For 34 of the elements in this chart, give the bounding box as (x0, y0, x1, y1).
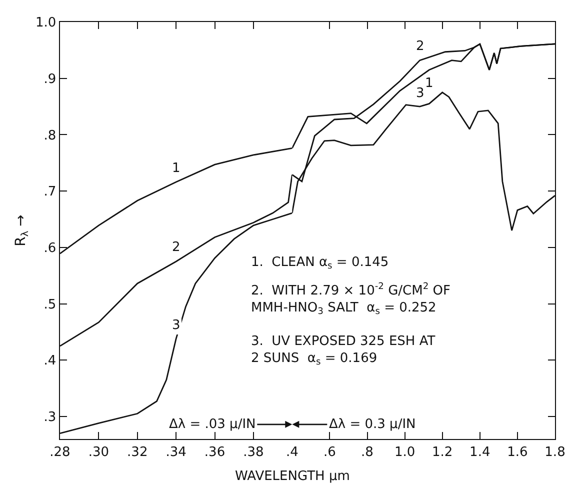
x-tick-label: 1.2 (432, 444, 453, 460)
y-tick-label: .9 (44, 72, 56, 87)
annotation: Δλ = 0.3 µ/IN (329, 417, 416, 432)
series-label: 1 (172, 161, 180, 176)
series-label: 1 (425, 76, 434, 91)
annotation: 3. UV EXPOSED 325 ESH AT 2 SUNS α$_{s}$ = 0.169 (251, 334, 436, 368)
x-tick-label: .34 (166, 444, 186, 460)
y-tick-label: 1.0 (36, 16, 56, 31)
annotation: Δλ = .03 µ/IN (169, 417, 256, 432)
x-tick-label: .28 (50, 444, 70, 460)
y-tick-label: .8 (44, 128, 56, 144)
x-tick-label: .8 (361, 444, 374, 460)
legend-label: 2 (416, 39, 424, 54)
annotation: 1. CLEAN α$_{s}$ = 0.145 (251, 255, 389, 272)
y-tick-label: .7 (44, 184, 56, 200)
x-tick-label: .38 (243, 444, 264, 460)
y-tick-label: .4 (44, 354, 56, 369)
x-axis-title: WAVELENGTH µm (235, 469, 350, 484)
x-tick-label: .6 (324, 444, 336, 460)
x-tick-label: 1.8 (544, 444, 566, 460)
series-label: 3 (172, 318, 180, 333)
y-tick-label: .5 (44, 297, 56, 312)
series-label: 2 (172, 240, 180, 255)
series-label: 3 (416, 86, 424, 101)
x-tick-label: 1.6 (507, 444, 528, 460)
x-tick-label: 1.4 (470, 444, 490, 460)
x-tick-label: .32 (127, 444, 148, 460)
y-tick-label: .6 (44, 240, 56, 256)
x-tick-label: .36 (204, 444, 226, 460)
y-tick-label: .3 (44, 410, 56, 426)
x-tick-label: .4 (286, 444, 298, 460)
x-tick-label: .30 (88, 444, 110, 460)
text: 2. WITH 2.79 × 10$^{-2}$ G/CM$^{2}$ OF MMH-HNO$_{3}$ SALT α$_{s}$ = 0.252 (251, 282, 450, 318)
x-tick-label: 1.0 (394, 444, 416, 460)
